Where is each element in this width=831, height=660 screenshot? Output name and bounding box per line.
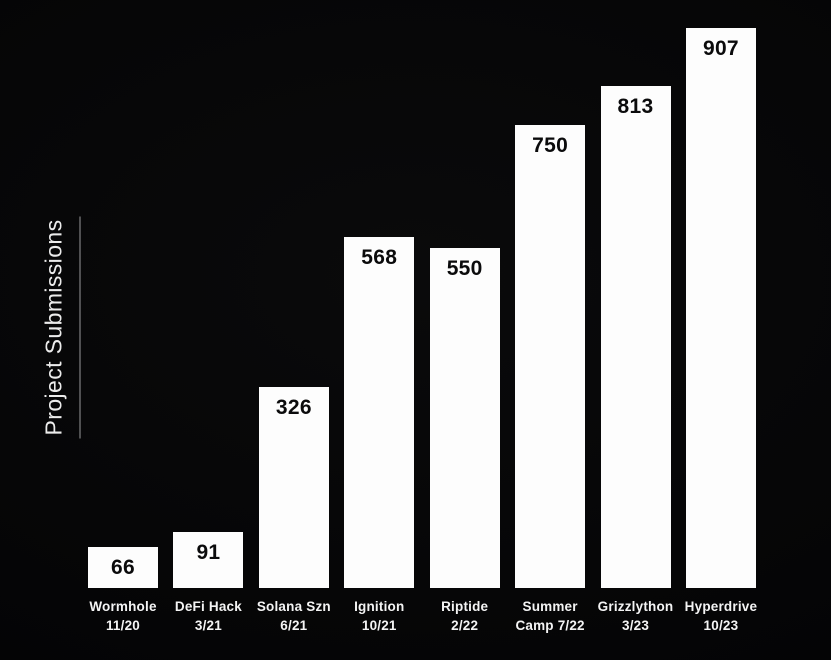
x-tick-name: Ignition [354, 599, 405, 614]
bar: 813 [600, 86, 671, 588]
x-axis-tick-label: Riptide 2/22 [395, 597, 535, 640]
bar-value-label: 750 [532, 134, 569, 157]
bar-value-label: 66 [111, 556, 135, 579]
bar-column: 907 Hyperdrive 10/23 [685, 28, 757, 640]
x-axis-tick-label: Ignition 10/21 [309, 597, 449, 640]
bar: 91 [173, 532, 244, 588]
x-tick-name: Hyperdrive [684, 599, 758, 614]
x-tick-name: DeFi Hack [174, 599, 242, 614]
bar-column: 91 DeFi Hack 3/21 [173, 28, 244, 640]
x-axis-tick-label: Hyperdrive 10/23 [651, 597, 791, 640]
x-tick-name: Riptide [441, 599, 489, 614]
bar-value-label: 550 [446, 257, 483, 280]
bar-value-label: 907 [702, 37, 739, 60]
y-axis-label: Project Submissions [39, 216, 81, 439]
x-tick-name: Wormhole [89, 599, 157, 614]
bar: 550 [429, 248, 500, 588]
bar-value-label: 813 [617, 95, 654, 118]
bar: 326 [258, 387, 329, 588]
x-axis-tick-label: Wormhole 11/20 [53, 597, 193, 640]
bar: 907 [685, 28, 756, 588]
x-tick-date: 11/20 [105, 618, 141, 633]
x-tick-date: Camp 7/22 [515, 618, 585, 633]
bar: 66 [88, 547, 158, 588]
bar-column: 66 Wormhole 11/20 [88, 28, 158, 640]
x-tick-name: Solana Szn [256, 599, 331, 614]
x-axis-tick-label: Solana Szn 6/21 [224, 597, 364, 640]
x-tick-date: 10/21 [361, 618, 397, 633]
bar-value-label: 568 [361, 246, 398, 269]
bar: 750 [515, 125, 586, 588]
bar-column: 550 Riptide 2/22 [429, 28, 500, 640]
x-tick-date: 10/23 [703, 618, 739, 633]
x-axis-tick-label: Grizzlython 3/23 [566, 597, 706, 640]
bar-value-label: 91 [196, 541, 221, 564]
x-tick-date: 3/23 [621, 618, 650, 633]
x-axis-tick-label: DeFi Hack 3/21 [138, 597, 278, 640]
x-axis-tick-label: Summer Camp 7/22 [480, 597, 620, 640]
x-tick-date: 6/21 [280, 618, 308, 633]
bar-column: 750 Summer Camp 7/22 [515, 28, 586, 640]
bar: 568 [344, 237, 415, 588]
x-tick-date: 3/21 [194, 618, 222, 633]
x-tick-name: Summer [522, 599, 578, 614]
bar-chart: 66 Wormhole 11/20 91 DeFi Hack 3/21 326 Solana … [88, 28, 757, 640]
x-tick-date: 2/22 [451, 618, 479, 633]
bar-column: 813 Grizzlython 3/23 [598, 28, 673, 640]
bar-column: 568 Ignition 10/21 [344, 28, 415, 640]
bar-value-label: 326 [275, 396, 312, 419]
bar-column: 326 Solana Szn 6/21 [257, 28, 331, 640]
x-tick-name: Grizzlython [597, 599, 674, 614]
